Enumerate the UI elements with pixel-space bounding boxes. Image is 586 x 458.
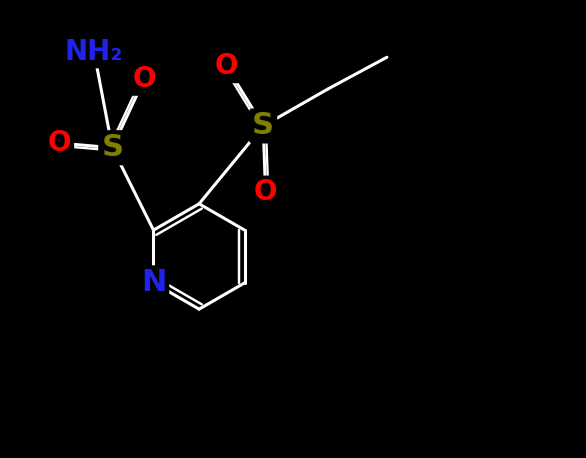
Text: N: N xyxy=(141,268,166,297)
Text: NH₂: NH₂ xyxy=(65,38,123,65)
Text: O: O xyxy=(48,129,71,157)
Text: O: O xyxy=(132,65,156,93)
Text: S: S xyxy=(101,133,123,162)
Text: O: O xyxy=(215,52,239,81)
Text: O: O xyxy=(254,178,277,207)
Text: S: S xyxy=(252,111,274,141)
